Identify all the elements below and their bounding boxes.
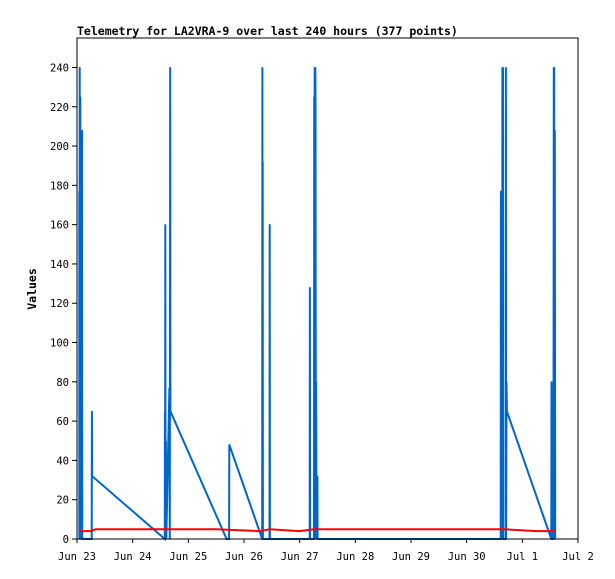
y-tick-label: 180: [50, 180, 69, 192]
data-point: [313, 528, 315, 530]
data-point: [164, 410, 166, 412]
data-point: [90, 530, 92, 532]
data-point: [164, 469, 167, 471]
data-point: [313, 184, 315, 186]
y-axis-ticks: 0 20 40 60 80 100 120 140 160 180 200 220 240: [50, 62, 77, 546]
data-point: [500, 483, 503, 485]
data-point: [95, 528, 97, 530]
x-tick-label: Jun 28: [336, 551, 374, 563]
y-tick-label: 200: [50, 141, 69, 153]
x-tick-label: Jun 30: [448, 551, 486, 563]
x-tick-label: Jun 25: [169, 551, 207, 563]
data-point: [500, 499, 502, 501]
y-tick-label: 160: [50, 220, 69, 232]
data-point: [268, 528, 271, 530]
y-tick-label: 140: [50, 259, 69, 271]
data-point: [505, 66, 507, 69]
data-point: [315, 446, 317, 448]
data-point: [228, 444, 230, 446]
data-point: [554, 530, 556, 532]
data-point: [553, 66, 555, 69]
data-point: [259, 530, 261, 532]
data-point: [168, 387, 170, 389]
chart-title: Telemetry for LA2VRA-9 over last 240 hou…: [77, 24, 458, 38]
data-point: [505, 381, 508, 383]
data-point: [169, 66, 171, 69]
data-point: [78, 190, 80, 192]
data-point: [500, 190, 502, 192]
data-point: [314, 96, 317, 98]
data-point: [78, 530, 80, 532]
x-tick-label: Jun 26: [225, 551, 263, 563]
y-tick-label: 60: [56, 416, 69, 428]
data-point: [262, 161, 264, 163]
y-tick-label: 40: [56, 455, 69, 467]
y-tick-label: 0: [63, 534, 69, 546]
data-point: [552, 444, 555, 446]
y-tick-label: 80: [56, 377, 69, 389]
data-point: [91, 475, 93, 477]
data-point: [215, 528, 217, 530]
data-point: [535, 530, 537, 532]
data-point: [79, 66, 81, 69]
data-point: [313, 96, 315, 98]
x-tick-label: Jul 1: [507, 551, 539, 563]
y-tick-label: 120: [50, 298, 69, 310]
y-tick-label: 20: [56, 495, 69, 507]
data-point: [410, 528, 412, 530]
data-point: [554, 129, 556, 131]
data-point: [165, 440, 167, 442]
data-point: [81, 129, 83, 131]
series-layer: [78, 66, 557, 542]
data-point: [550, 381, 553, 383]
data-point: [503, 528, 505, 530]
x-axis-ticks: Jun 23 Jun 24 Jun 25 Jun 26 Jun 27 Jun 28 Jun …: [58, 539, 594, 563]
data-point: [309, 286, 311, 289]
x-tick-label: Jun 27: [281, 551, 319, 563]
data-point: [164, 224, 166, 226]
y-tick-label: 240: [50, 62, 69, 74]
x-tick-label: Jun 24: [114, 551, 152, 563]
data-point: [169, 528, 171, 530]
data-point: [79, 96, 81, 98]
data-point: [554, 538, 556, 540]
x-tick-label: Jun 29: [392, 551, 430, 563]
data-point: [314, 66, 316, 69]
data-point: [315, 381, 317, 383]
data-point: [299, 530, 301, 532]
data-point: [261, 66, 263, 69]
data-point: [80, 347, 82, 349]
y-tick-label: 220: [50, 102, 69, 114]
y-tick-label: 100: [50, 338, 69, 350]
x-tick-label: Jul 2: [562, 551, 594, 563]
y-axis-label: Values: [25, 268, 39, 310]
data-point: [78, 538, 80, 540]
data-point: [502, 66, 504, 69]
data-point: [501, 347, 503, 349]
data-point: [316, 475, 318, 477]
data-point: [169, 410, 171, 412]
x-tick-label: Jun 23: [58, 551, 96, 563]
data-point: [269, 224, 271, 226]
data-point: [506, 410, 508, 412]
data-point: [91, 410, 93, 412]
data-point: [314, 420, 316, 422]
